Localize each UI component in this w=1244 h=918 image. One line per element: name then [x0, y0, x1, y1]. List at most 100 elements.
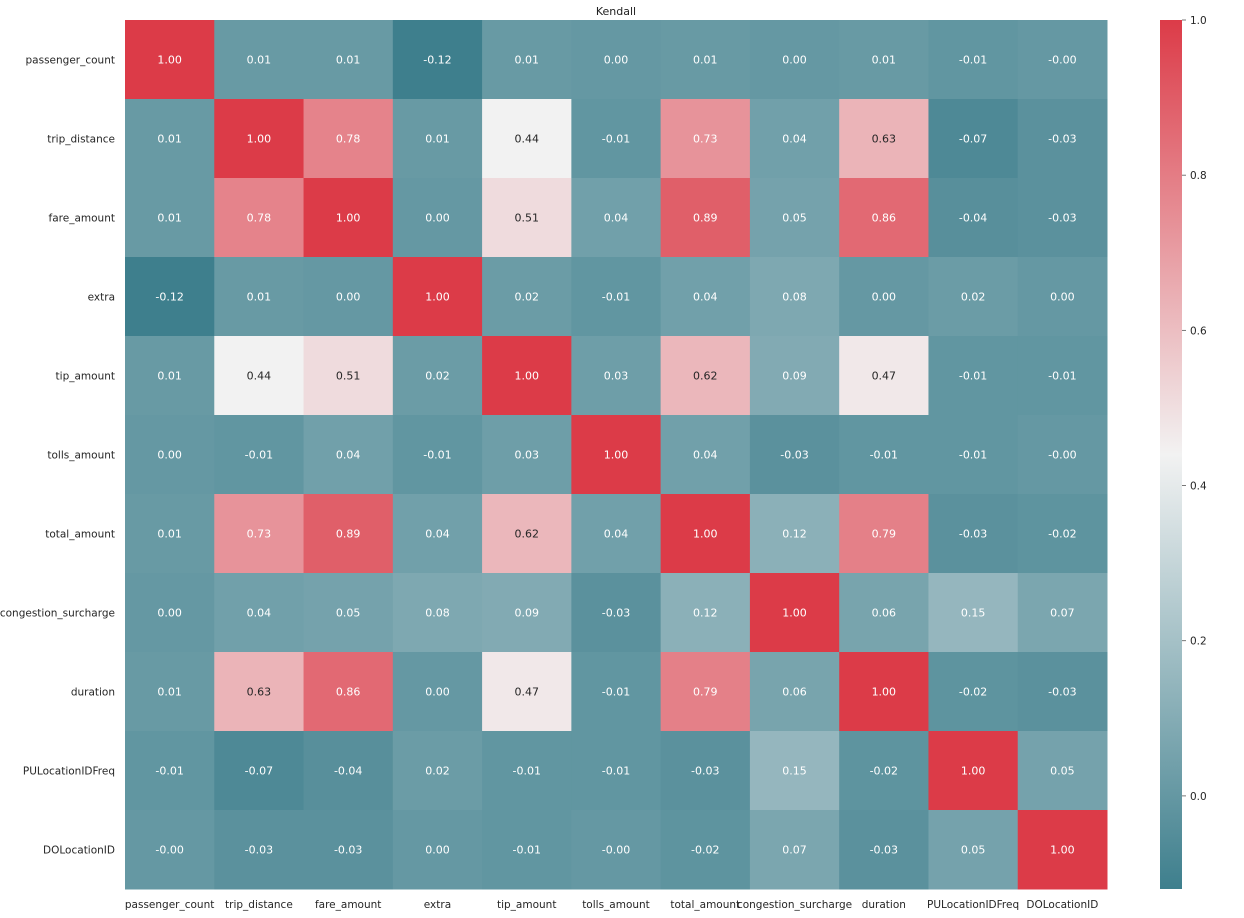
heatmap-cell — [303, 99, 394, 179]
heatmap-cell — [303, 731, 394, 811]
heatmap-cell — [125, 731, 215, 811]
cell-value-label: 0.47 — [514, 686, 539, 699]
x-tick-label: tolls_amount — [582, 899, 650, 911]
heatmap-cell — [660, 494, 751, 574]
cell-value-label: 1.00 — [425, 291, 450, 304]
chart-title: Kendall — [596, 5, 636, 18]
cell-value-label: 0.15 — [961, 607, 986, 620]
heatmap-cell — [660, 810, 751, 890]
colorbar-ticks: 0.0 0.2 0.4 0.6 0.8 1.0 — [1182, 15, 1207, 803]
heatmap-cell — [571, 336, 662, 416]
heatmap-cell — [1017, 494, 1108, 574]
cell-value-label: -0.03 — [780, 449, 808, 462]
cell-value-label: -0.01 — [959, 54, 987, 67]
x-tick-label: extra — [424, 899, 451, 911]
cell-value-label: 1.00 — [961, 765, 986, 778]
colorbar-tick-label: 1.0 — [1190, 15, 1207, 27]
x-tick-label: passenger_count — [125, 899, 214, 911]
heatmap-cell — [839, 810, 929, 890]
y-tick-label: duration — [71, 687, 115, 699]
heatmap-cell — [214, 336, 305, 416]
cell-value-label: 0.07 — [782, 844, 807, 857]
colorbar — [1160, 20, 1182, 889]
cell-value-label: 0.00 — [425, 844, 450, 857]
cell-value-label: 0.86 — [872, 212, 897, 225]
heatmap-cell — [303, 573, 394, 653]
x-tick-label: trip_distance — [225, 899, 293, 911]
cell-value-label: 0.02 — [961, 291, 986, 304]
x-tick-label: duration — [862, 899, 906, 911]
heatmap-cell — [749, 178, 840, 258]
heatmap-cell — [1017, 257, 1108, 337]
heatmap-cell — [660, 731, 751, 811]
cell-value-label: 0.04 — [425, 528, 450, 541]
cell-value-label: 0.62 — [693, 370, 718, 383]
heatmap-cell — [482, 810, 572, 890]
cell-value-label: -0.00 — [1048, 54, 1076, 67]
cell-value-label: 0.00 — [1050, 291, 1075, 304]
cell-value-label: 0.78 — [247, 212, 272, 225]
x-tick-label: fare_amount — [315, 899, 381, 911]
cell-value-label: -0.03 — [602, 607, 630, 620]
heatmap-cell — [571, 415, 662, 495]
heatmap-cell — [392, 652, 483, 732]
heatmap-cell — [571, 573, 662, 653]
heatmap-cell — [482, 652, 572, 732]
cell-value-label: -0.01 — [602, 291, 630, 304]
heatmap-cell — [482, 178, 572, 258]
heatmap-cell — [839, 573, 929, 653]
cell-value-label: 0.04 — [336, 449, 361, 462]
heatmap-cell — [482, 336, 572, 416]
heatmap-cell — [571, 494, 662, 574]
cell-value-label: -0.03 — [870, 844, 898, 857]
cell-value-label: -0.03 — [959, 528, 987, 541]
cell-value-label: -0.01 — [512, 765, 540, 778]
cell-value-label: 1.00 — [604, 449, 629, 462]
cell-value-label: -0.01 — [959, 449, 987, 462]
cell-value-label: 0.00 — [425, 212, 450, 225]
heatmap-cell — [482, 99, 572, 179]
heatmap-cell — [660, 415, 751, 495]
cell-value-label: -0.03 — [334, 844, 362, 857]
heatmap-cell — [1017, 99, 1108, 179]
y-tick-label: extra — [88, 292, 115, 304]
heatmap-cell — [571, 652, 662, 732]
cell-value-label: 0.03 — [514, 449, 539, 462]
cell-value-label: 0.79 — [693, 686, 718, 699]
heatmap-cell — [1017, 652, 1108, 732]
heatmap-cell — [1017, 178, 1108, 258]
cell-value-label: 0.44 — [514, 133, 539, 146]
heatmap-cell — [125, 257, 215, 337]
cell-value-label: -0.07 — [245, 765, 273, 778]
cell-value-label: 0.08 — [425, 607, 450, 620]
cell-value-label: 0.73 — [693, 133, 718, 146]
cell-value-label: 0.86 — [336, 686, 361, 699]
cell-value-label: -0.07 — [959, 133, 987, 146]
cell-value-label: 0.09 — [782, 370, 807, 383]
heatmap-cell — [482, 415, 572, 495]
heatmap-cell — [125, 652, 215, 732]
cell-value-label: 0.01 — [157, 133, 182, 146]
heatmap-cell — [392, 573, 483, 653]
cell-value-label: -0.01 — [512, 844, 540, 857]
heatmap-cell — [482, 573, 572, 653]
cell-value-label: -0.01 — [870, 449, 898, 462]
cell-value-label: 0.05 — [961, 844, 986, 857]
cell-value-label: -0.01 — [959, 370, 987, 383]
cell-value-label: -0.01 — [423, 449, 451, 462]
heatmap-cell — [660, 573, 751, 653]
heatmap-cell — [749, 810, 840, 890]
heatmap-cell — [125, 415, 215, 495]
cell-value-label: -0.12 — [423, 54, 451, 67]
heatmap-cell — [928, 336, 1019, 416]
cell-value-label: 0.01 — [514, 54, 539, 67]
heatmap-cell — [928, 415, 1019, 495]
y-tick-label: fare_amount — [49, 213, 115, 225]
heatmap-cell — [839, 494, 929, 574]
x-tick-label: tip_amount — [497, 899, 556, 911]
heatmap-cell — [839, 20, 929, 100]
heatmap-cell — [839, 178, 929, 258]
cell-value-label: 1.00 — [782, 607, 807, 620]
cell-value-label: -0.03 — [691, 765, 719, 778]
